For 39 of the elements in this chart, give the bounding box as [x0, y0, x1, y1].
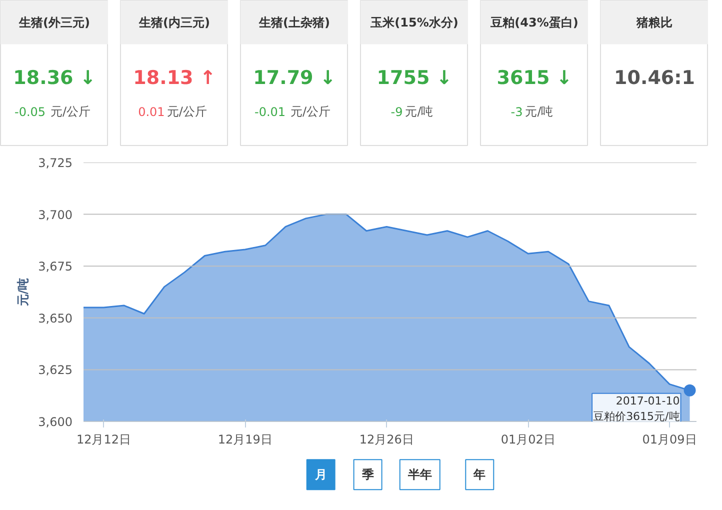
y-tick-label: 3,725 — [38, 156, 73, 170]
y-tick-label: 3,675 — [38, 260, 73, 274]
x-tick-label: 12月26日 — [359, 432, 414, 446]
text: 元/公斤 — [290, 104, 331, 118]
text: 生猪(外三元) — [18, 15, 90, 30]
y-axis-title: 元/吨 — [16, 278, 30, 308]
text: 生猪(土杂猪) — [258, 15, 330, 30]
text: -3 — [510, 104, 523, 119]
text: 元/公斤 — [50, 104, 91, 118]
text: 元/吨 — [405, 104, 434, 118]
text: 17.79 ↓ — [253, 66, 336, 89]
x-tick-label: 01月02日 — [500, 432, 556, 446]
text: -0.05 — [14, 104, 46, 119]
x-tick-label: 01月09日 — [642, 432, 697, 446]
text: 季 — [360, 468, 375, 482]
text: 18.36 ↓ — [13, 66, 96, 89]
text: 18.13 ↑ — [133, 66, 216, 89]
text: 豆粕(43%蛋白) — [490, 15, 578, 30]
text: -0.01 — [254, 104, 286, 119]
x-tick-label: 12月12日 — [76, 432, 131, 446]
y-tick-label: 3,625 — [38, 363, 73, 378]
y-tick-label: 3,650 — [38, 311, 73, 326]
text: 元/吨 — [525, 104, 554, 118]
y-tick-label: 3,600 — [38, 415, 73, 429]
y-tick-label: 3,700 — [38, 208, 73, 222]
text: 月 — [314, 468, 327, 482]
text: 10.46:1 — [614, 66, 695, 89]
x-tick-label: 12月19日 — [218, 432, 272, 446]
text: 0.01 — [138, 104, 165, 119]
annotation: 2017-01-10 豆粕价3615元/吨 — [593, 394, 680, 424]
text: -9 — [390, 104, 403, 119]
text: 生猪(内三元) — [138, 15, 210, 30]
text: 1755 ↓ — [376, 66, 452, 89]
text: 3615 ↓ — [496, 66, 572, 89]
text: 玉米(15%水分) — [370, 15, 458, 30]
text: 元/公斤 — [166, 104, 207, 118]
text: 半年 — [406, 468, 432, 482]
text: 年 — [472, 468, 486, 482]
text: 猪粮比 — [636, 15, 672, 30]
